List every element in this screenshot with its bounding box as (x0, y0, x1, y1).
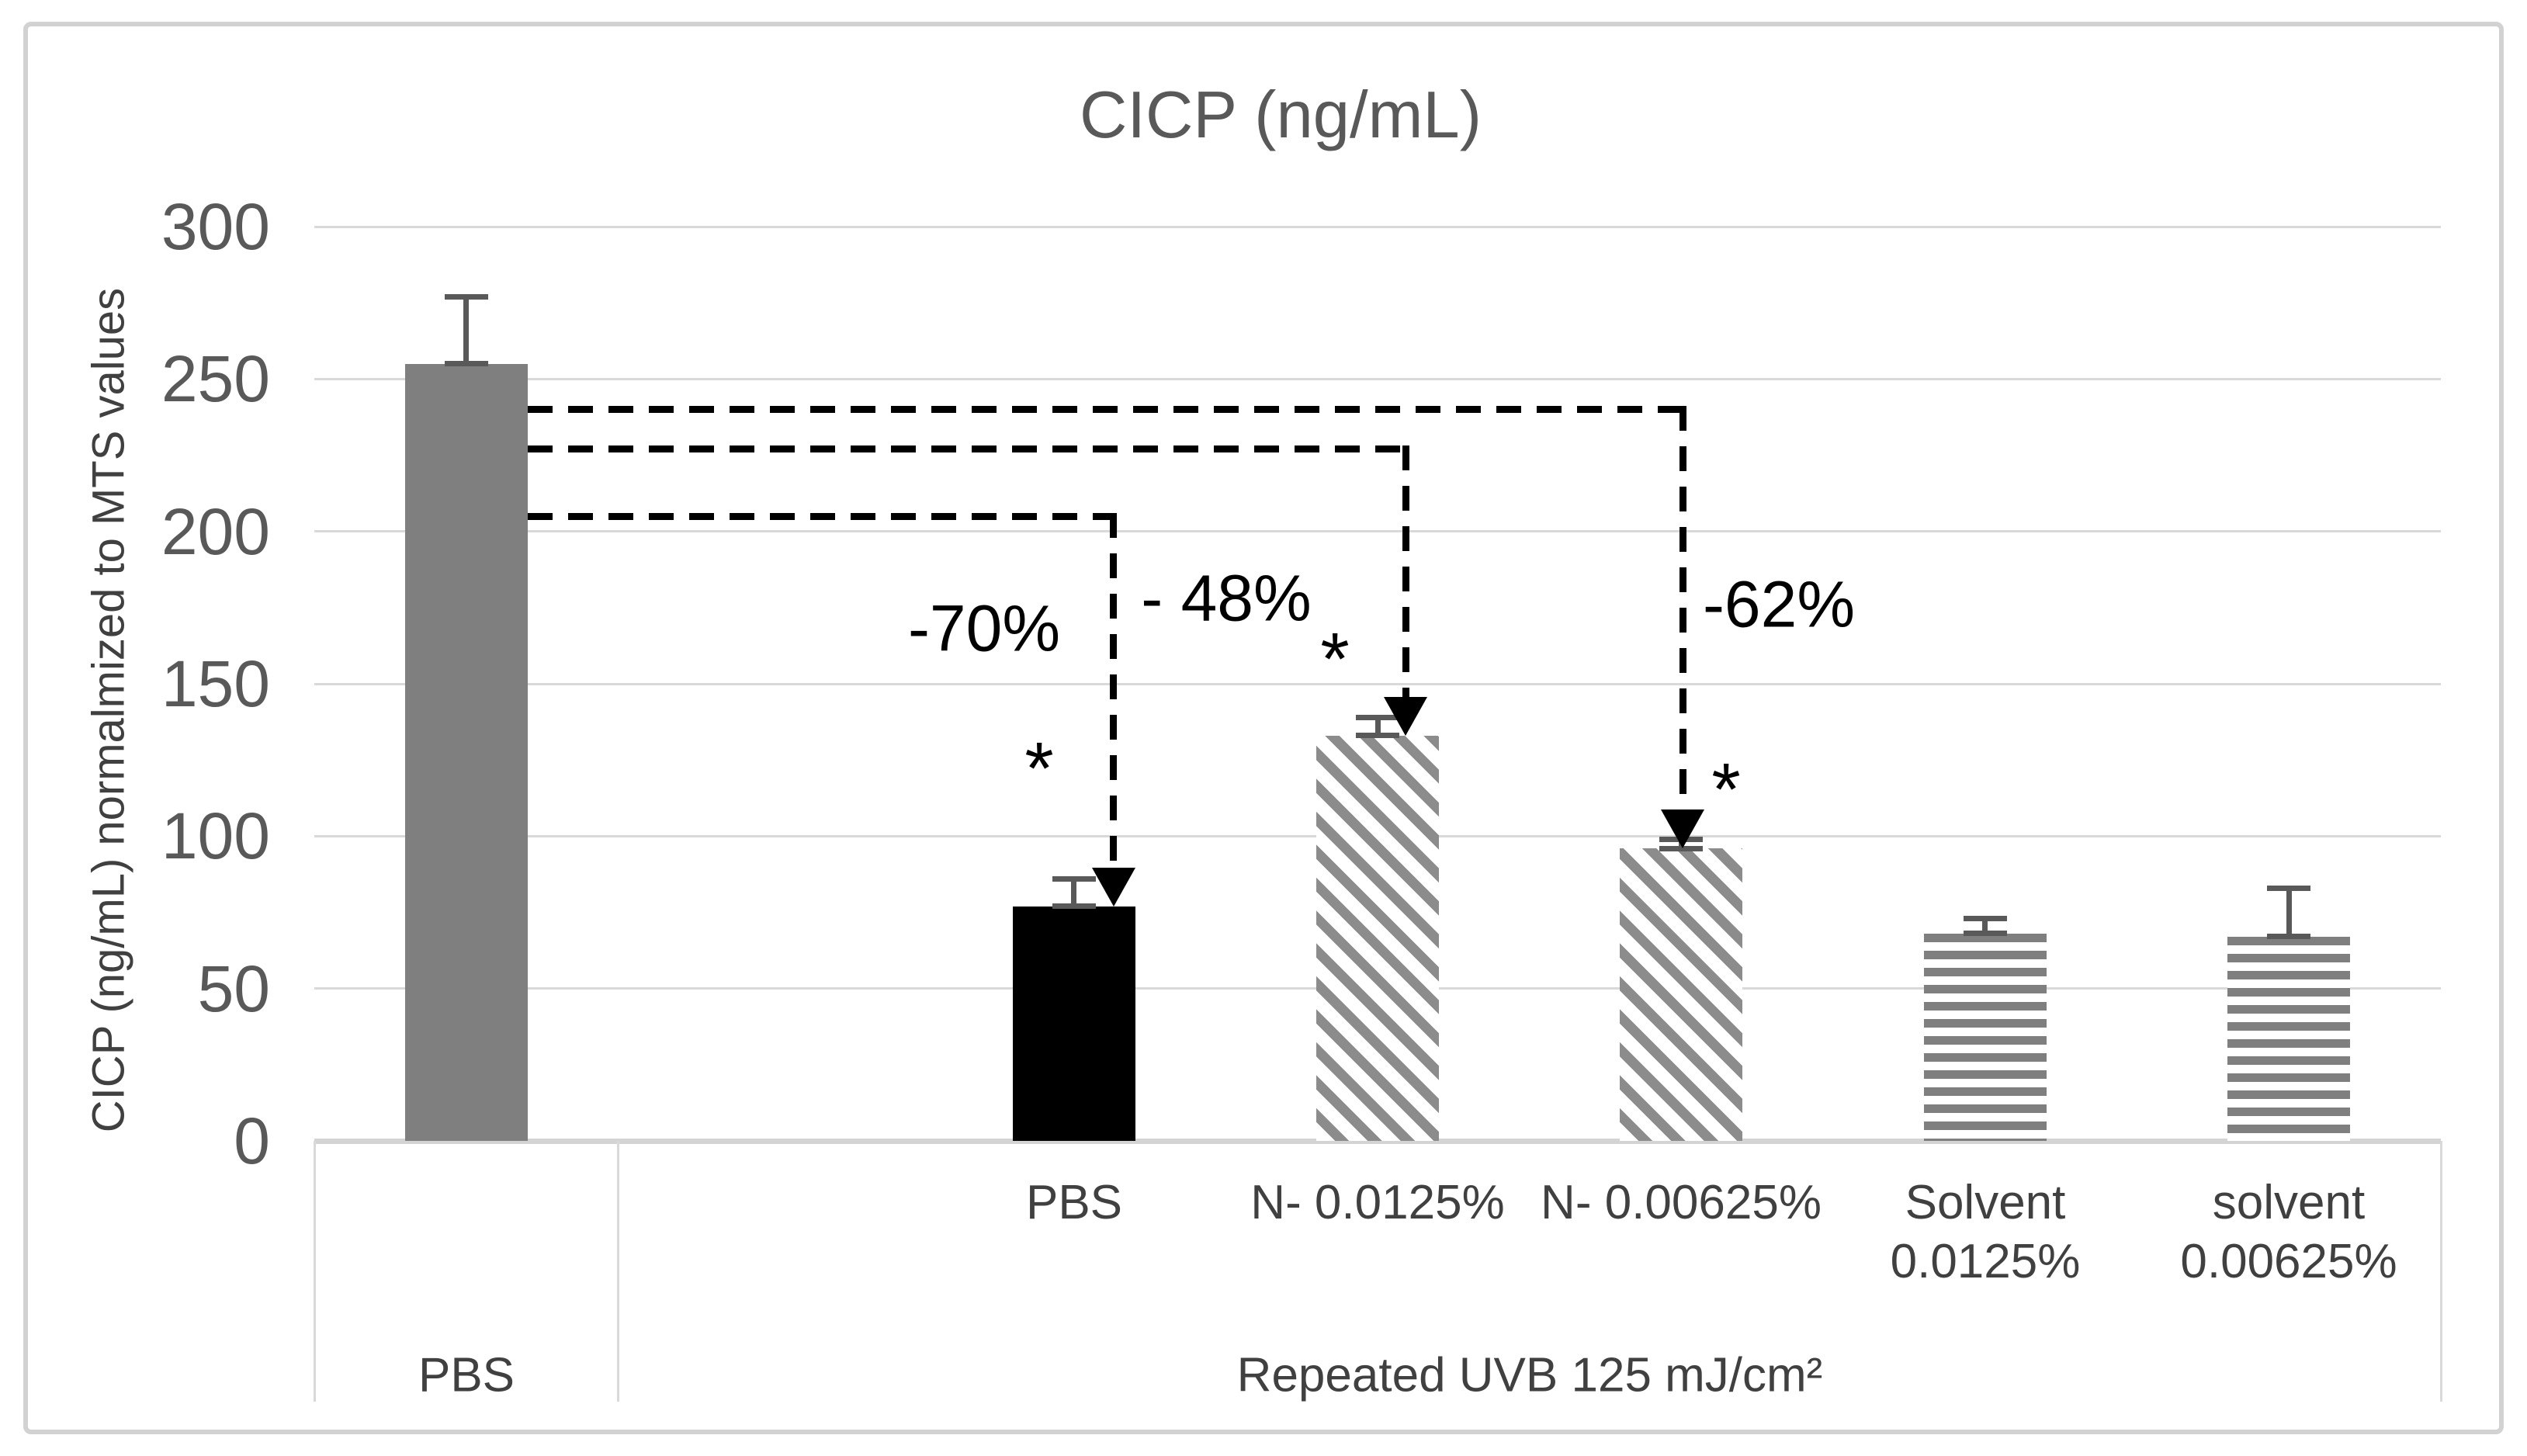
gridline-150 (314, 683, 2441, 685)
percent-change-label-2: -62% (1702, 567, 1856, 641)
arrowhead-icon-1 (1384, 697, 1427, 736)
x-axis-line (314, 1139, 2441, 1144)
dashed-line-v-0 (1110, 513, 1117, 868)
chart-title: CICP (ng/mL) (1079, 78, 1482, 152)
dashed-line-v-1 (1402, 445, 1409, 697)
error-bar-cap-top-0 (445, 294, 488, 300)
significance-asterisk-2: * (1711, 748, 1741, 831)
x-tick-label-2: N- 0.0125% (1250, 1176, 1505, 1229)
figure-border (23, 22, 2504, 1434)
category-divider-1 (617, 1141, 619, 1402)
significance-asterisk-1: * (1320, 618, 1350, 701)
error-bar-cap-top-4 (1964, 916, 2007, 921)
error-bar-cap-bottom-4 (1964, 931, 2007, 936)
gridline-300 (314, 226, 2441, 228)
bar-2 (1316, 736, 1439, 1141)
x-tick-label-3: N- 0.00625% (1541, 1176, 1822, 1229)
y-tick-label-250: 250 (161, 342, 270, 415)
error-bar-cap-bottom-3 (1659, 846, 1703, 851)
bar-0 (405, 364, 528, 1141)
error-bar-line-2 (1375, 717, 1381, 736)
percent-change-label-0: -70% (907, 591, 1061, 665)
bar-3 (1620, 848, 1742, 1141)
error-bar-cap-bottom-2 (1356, 733, 1399, 738)
arrowhead-icon-2 (1661, 809, 1704, 848)
dashed-line-v-2 (1679, 406, 1686, 809)
y-tick-label-200: 200 (161, 495, 270, 568)
y-tick-label-100: 100 (161, 799, 270, 872)
category-divider-0 (314, 1141, 316, 1402)
error-bar-line-1 (1071, 879, 1076, 906)
group-label: PBS (418, 1348, 515, 1402)
bar-1 (1013, 907, 1135, 1141)
group-label: Repeated UVB 125 mJ/cm² (1236, 1348, 1823, 1402)
gridline-250 (314, 378, 2441, 380)
error-bar-line-5 (2286, 888, 2292, 937)
y-tick-label-0: 0 (234, 1104, 270, 1177)
percent-change-label-1: - 48% (1141, 561, 1312, 635)
significance-asterisk-0: * (1024, 727, 1054, 810)
bar-4 (1924, 934, 2047, 1141)
arrowhead-icon-0 (1092, 868, 1135, 907)
y-tick-label-150: 150 (161, 647, 270, 720)
dashed-line-h-0 (528, 513, 1117, 520)
error-bar-cap-bottom-0 (445, 361, 488, 366)
error-bar-line-0 (463, 296, 469, 363)
gridline-200 (314, 530, 2441, 532)
dashed-line-h-2 (528, 406, 1686, 413)
x-tick-label-1: PBS (1025, 1176, 1123, 1229)
error-bar-cap-top-5 (2267, 886, 2310, 891)
error-bar-cap-top-2 (1356, 715, 1399, 720)
category-divider-2 (2440, 1141, 2442, 1402)
error-bar-cap-bottom-1 (1052, 903, 1096, 909)
x-tick-label-5: solvent 0.00625% (2180, 1176, 2397, 1288)
error-bar-cap-top-1 (1052, 876, 1096, 882)
bar-5 (2227, 937, 2350, 1141)
y-tick-label-300: 300 (161, 190, 270, 263)
error-bar-cap-bottom-5 (2267, 934, 2310, 939)
y-tick-label-50: 50 (197, 952, 270, 1025)
x-tick-label-4: Solvent 0.0125% (1890, 1176, 2081, 1288)
error-bar-line-4 (1982, 918, 1988, 934)
dashed-line-h-1 (528, 445, 1409, 452)
